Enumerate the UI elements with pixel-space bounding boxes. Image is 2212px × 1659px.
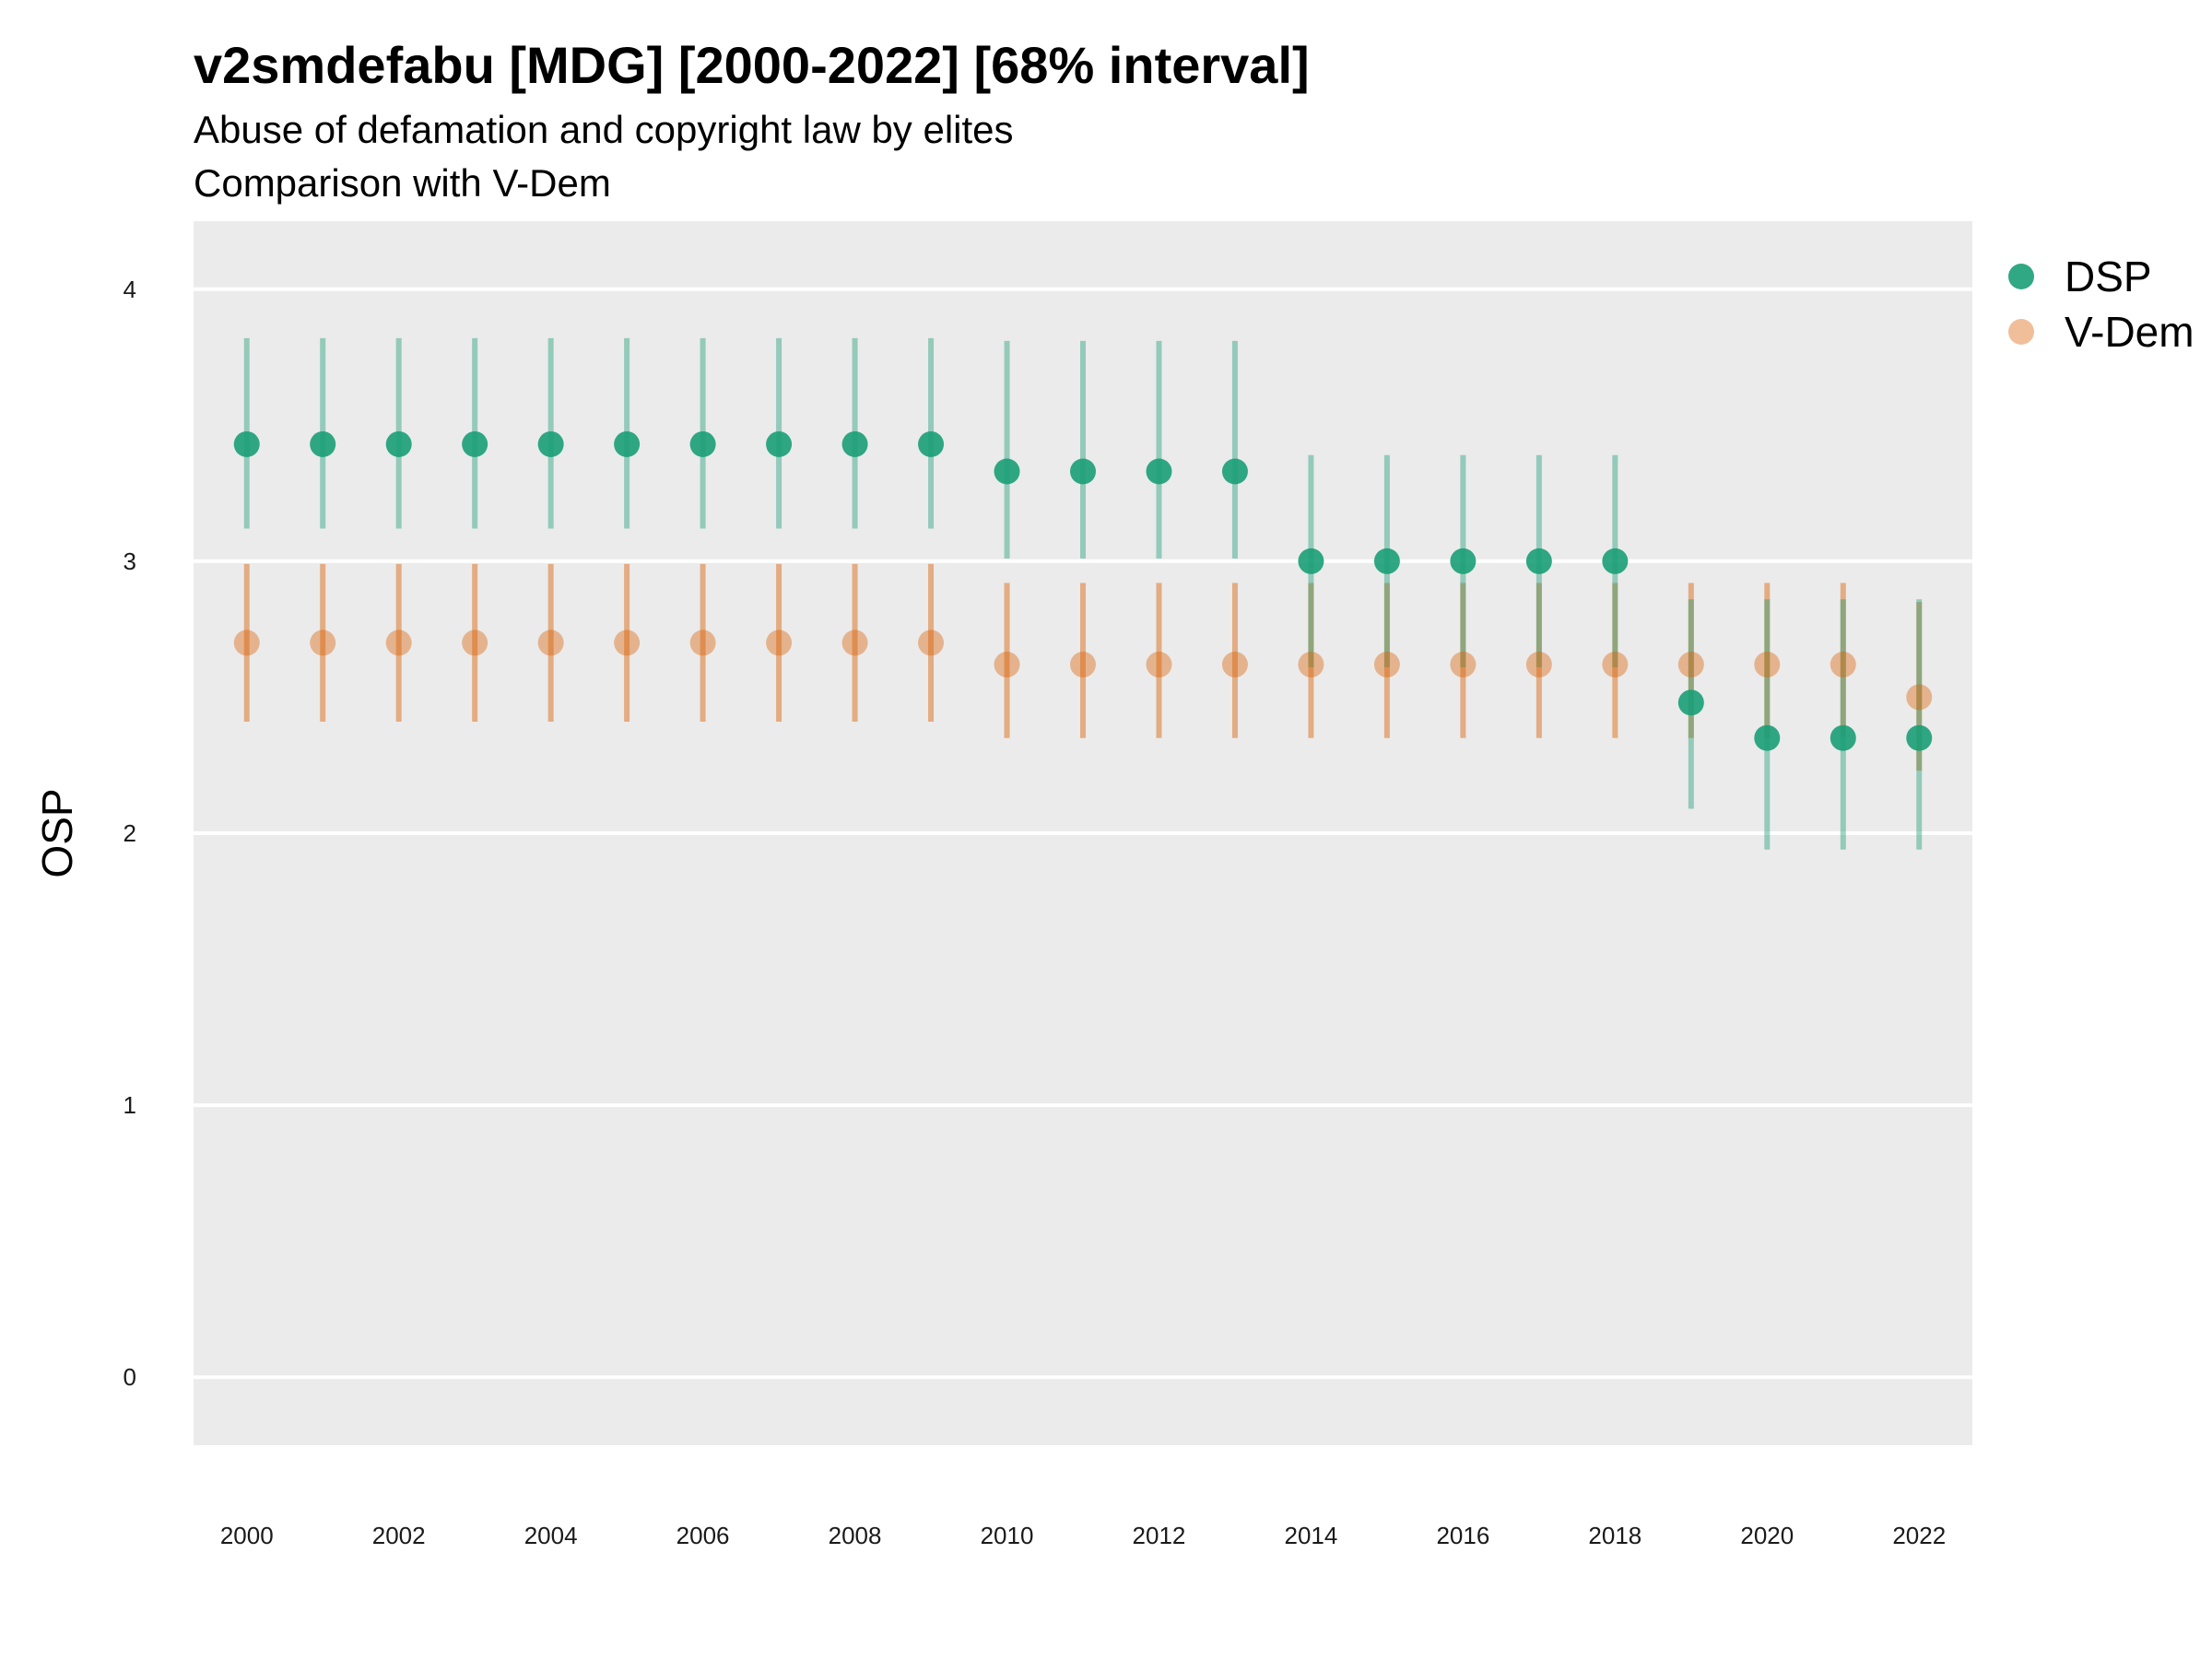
v-dem-point <box>614 629 641 656</box>
v-dem-point <box>1754 652 1781 678</box>
x-tick-label: 2006 <box>677 1522 730 1549</box>
dsp-point <box>1525 547 1552 574</box>
dsp-point <box>1221 458 1248 485</box>
dsp-point <box>1298 547 1324 574</box>
dsp-point <box>766 430 793 457</box>
dsp-point <box>994 458 1020 485</box>
y-axis-title: OSP <box>33 788 81 877</box>
v-dem-point <box>1070 652 1096 678</box>
v-dem-point <box>766 629 793 656</box>
v-dem-point <box>841 629 868 656</box>
dsp-point <box>385 430 412 457</box>
x-tick-label: 2008 <box>829 1522 882 1549</box>
x-tick-label: 2020 <box>1740 1522 1794 1549</box>
chart-subtitle-line2: Comparison with V-Dem <box>194 161 611 205</box>
v-dem-point <box>1830 652 1856 678</box>
dsp-point <box>1450 547 1477 574</box>
x-tick-label: 2000 <box>220 1522 274 1549</box>
legend: DSP V-Dem <box>2008 253 2194 356</box>
dsp-point <box>1677 689 1704 716</box>
dsp-point <box>1146 458 1172 485</box>
dsp-point <box>310 430 336 457</box>
v-dem-point <box>1525 652 1552 678</box>
x-tick-label: 2010 <box>981 1522 1034 1549</box>
gridlines <box>194 287 1972 1380</box>
y-tick-label: 2 <box>124 819 136 847</box>
dsp-point <box>1602 547 1629 574</box>
v-dem-point <box>1906 684 1933 711</box>
dsp-point <box>689 430 716 457</box>
x-axis-ticks: 2000 2002 2004 2006 2008 2010 2012 2014 2016 2018… <box>220 1522 1946 1549</box>
x-tick-label: 2022 <box>1892 1522 1946 1549</box>
v-dem-point <box>918 629 945 656</box>
legend-vdem-swatch <box>2008 319 2034 345</box>
dsp-point <box>1373 547 1400 574</box>
v-dem-point <box>385 629 412 656</box>
x-tick-label: 2018 <box>1588 1522 1641 1549</box>
x-tick-label: 2016 <box>1436 1522 1489 1549</box>
dsp-point <box>918 430 945 457</box>
v-dem-point <box>689 629 716 656</box>
legend-dsp-label: DSP <box>2065 253 2152 300</box>
v-dem-point <box>1221 652 1248 678</box>
x-tick-label: 2004 <box>524 1522 578 1549</box>
data-points <box>233 430 1933 751</box>
dsp-point <box>233 430 260 457</box>
v-dem-point <box>994 652 1020 678</box>
y-tick-label: 4 <box>124 276 136 303</box>
dsp-point <box>614 430 641 457</box>
legend-dsp-swatch <box>2008 264 2034 289</box>
v-dem-point <box>1450 652 1477 678</box>
dsp-point <box>1906 724 1933 751</box>
v-dem-point <box>310 629 336 656</box>
dsp-point <box>537 430 564 457</box>
y-tick-label: 0 <box>124 1363 136 1391</box>
x-tick-label: 2012 <box>1133 1522 1186 1549</box>
chart-title: v2smdefabu [MDG] [2000-2022] [68% interv… <box>194 36 1310 94</box>
v-dem-point <box>233 629 260 656</box>
dsp-point <box>1754 724 1781 751</box>
v-dem-point <box>1373 652 1400 678</box>
v-dem-point <box>537 629 564 656</box>
x-tick-label: 2014 <box>1285 1522 1338 1549</box>
y-tick-label: 1 <box>124 1091 136 1119</box>
y-axis-ticks: 0 1 2 3 4 <box>124 276 136 1391</box>
v-dem-point <box>1146 652 1172 678</box>
dsp-point <box>1830 724 1856 751</box>
dsp-point <box>462 430 488 457</box>
y-tick-label: 3 <box>124 547 136 575</box>
v-dem-point <box>1602 652 1629 678</box>
dsp-point <box>841 430 868 457</box>
chart-subtitle-line1: Abuse of defamation and copyright law by… <box>194 108 1014 151</box>
legend-vdem-label: V-Dem <box>2065 308 2194 356</box>
x-tick-label: 2002 <box>372 1522 426 1549</box>
v-dem-point <box>462 629 488 656</box>
dsp-point <box>1070 458 1096 485</box>
v-dem-point <box>1677 652 1704 678</box>
v-dem-point <box>1298 652 1324 678</box>
